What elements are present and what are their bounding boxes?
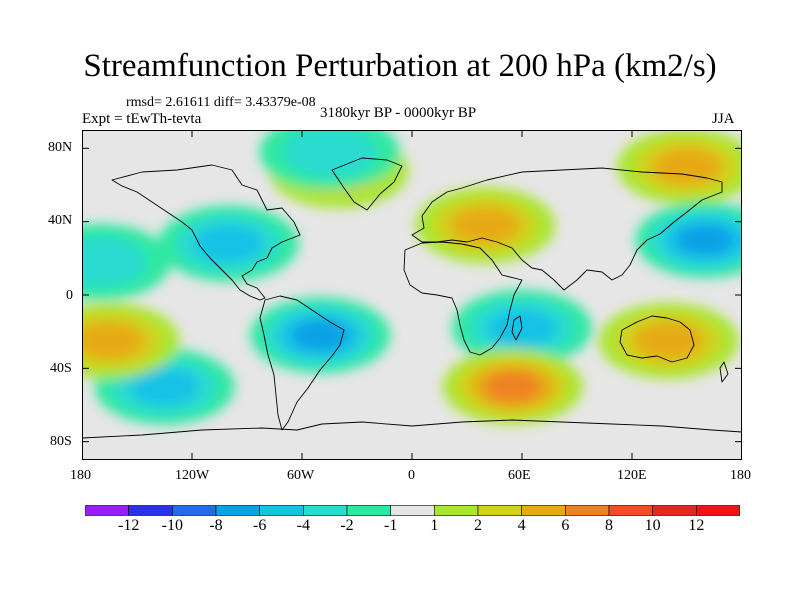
lat-tick-80n: 80N (48, 140, 73, 155)
greenland-coast (331, 157, 403, 211)
south-america-low (250, 297, 391, 374)
colorbar-box (128, 505, 173, 516)
australia-coast (619, 315, 695, 363)
colorbar-box (608, 505, 653, 516)
colorbar (85, 505, 740, 516)
colorbar-box (259, 505, 304, 516)
plot-title: Streamfunction Perturbation at 200 hPa (… (83, 48, 717, 84)
south-indian-high (442, 348, 583, 425)
south-pacific-high (82, 302, 180, 379)
lat-tick-80s: 80S (50, 434, 72, 449)
antarctica-coast (82, 419, 742, 439)
colorbar-label: -1 (383, 517, 398, 534)
south-america-coast (259, 295, 345, 431)
colorbar-box (172, 505, 217, 516)
season-label: JJA (712, 111, 735, 127)
lon-tick-120w: 120W (175, 468, 210, 483)
colorbar-box (696, 505, 740, 516)
north-pacific-edge-low (82, 224, 171, 300)
north-atlantic-low (158, 205, 299, 282)
colorbar-box (215, 505, 260, 516)
lon-tick-180e: 180 (730, 468, 751, 483)
colorbar-box (565, 505, 610, 516)
lat-tick-40s: 40S (50, 361, 72, 376)
contour-level (450, 206, 521, 245)
map-panel (82, 130, 742, 460)
colorbar-label: 4 (517, 517, 526, 534)
madagascar-coast (511, 315, 523, 341)
colorbar-box (434, 505, 479, 516)
colorbar-box (521, 505, 566, 516)
contour-level (633, 321, 704, 360)
australia-high (598, 302, 739, 379)
colorbar-label: 10 (644, 517, 661, 534)
north-pacific-low (635, 202, 742, 278)
experiment-label: Expt = tEwTh-tevta (82, 111, 202, 127)
contour-level (677, 224, 734, 256)
colorbar-label: -10 (161, 517, 183, 534)
stats-line: rmsd= 2.61611 diff= 3.43379e-08 (126, 95, 316, 110)
contour-level (82, 321, 145, 360)
greenland-low (259, 130, 400, 190)
lon-tick-60e: 60E (508, 468, 531, 483)
lat-tick-40n: 40N (48, 213, 73, 228)
colorbar-label: 12 (688, 517, 705, 534)
colorbar-box (652, 505, 697, 516)
siberia-high (617, 130, 742, 205)
colorbar-label: -6 (252, 517, 267, 534)
eurasia-coast (411, 167, 723, 291)
colorbar-box (303, 505, 348, 516)
new-zealand-coast (719, 361, 729, 383)
lon-tick-60w: 60W (287, 468, 315, 483)
colorbar-box (346, 505, 391, 516)
contour-level (129, 367, 200, 406)
colorbar-label: 8 (605, 517, 613, 534)
colorbar-box (477, 505, 522, 516)
contour-level (82, 236, 148, 288)
colorbar-label: -2 (340, 517, 354, 534)
colorbar-label: -4 (296, 517, 310, 534)
lon-tick-180w: 180 (70, 468, 91, 483)
africa-coast (403, 241, 523, 356)
period-label: 3180kyr BP - 0000kyr BP (320, 105, 477, 121)
colorbar-label: 2 (474, 517, 482, 534)
north-america-coast (111, 164, 301, 301)
colorbar-box (85, 505, 129, 516)
tick-marks (82, 130, 742, 460)
colorbar-label: -8 (209, 517, 223, 534)
contour-level (193, 224, 264, 263)
eurasia-high (415, 187, 556, 264)
contour-level (652, 147, 722, 186)
lon-tick-0: 0 (408, 468, 415, 483)
coastlines (82, 157, 742, 439)
colorbar-label: -12 (117, 517, 140, 534)
colorbar-box (390, 505, 435, 516)
lat-tick-0: 0 (66, 288, 73, 303)
lon-tick-120e: 120E (617, 468, 647, 483)
colorbar-label: 6 (561, 517, 570, 534)
contour-level (282, 130, 377, 178)
contour-level (292, 320, 349, 351)
map-canvas (82, 130, 742, 460)
contour-level (484, 371, 541, 402)
contour-field (82, 130, 742, 425)
colorbar-label: 1 (430, 517, 439, 534)
